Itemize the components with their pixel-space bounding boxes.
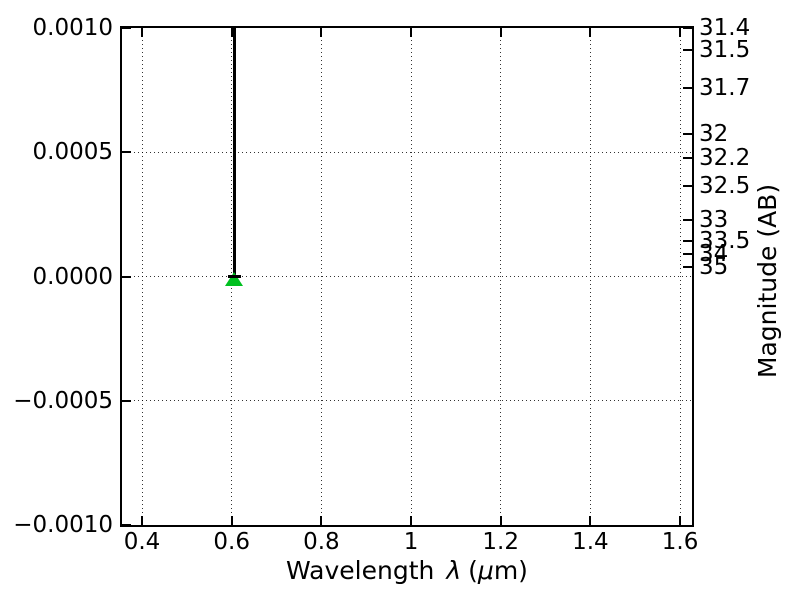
- error-bar-cap: [227, 275, 241, 278]
- x-tick: [410, 516, 413, 525]
- x-axis-label: Wavelength λ (μm): [207, 556, 607, 590]
- y-tick-label-left: 0.0005: [32, 139, 113, 166]
- magnitude-tick: [683, 239, 692, 242]
- magnitude-tick-label: 32: [699, 120, 729, 147]
- magnitude-tick: [683, 48, 692, 51]
- x-axis-unit-suffix: m): [493, 556, 528, 585]
- x-tick-top: [589, 28, 592, 37]
- x-tick-top: [679, 28, 682, 37]
- x-tick: [679, 516, 682, 525]
- magnitude-tick: [683, 252, 692, 255]
- x-tick-label: 0.8: [303, 529, 340, 555]
- magnitude-tick: [683, 156, 692, 159]
- magnitude-tick: [683, 266, 692, 269]
- x-tick-label: 1.2: [482, 529, 519, 555]
- x-tick-label: 0.4: [123, 529, 161, 555]
- magnitude-tick-label: 32.5: [699, 173, 751, 200]
- y-tick-label-left: 0.0010: [32, 15, 113, 41]
- magnitude-tick-label: 31.5: [699, 36, 751, 63]
- y-tick-label-left: −0.0010: [13, 512, 113, 538]
- magnitude-tick: [683, 86, 692, 89]
- magnitude-tick-label: 35: [699, 254, 729, 281]
- x-axis-label-text: Wavelength: [286, 556, 435, 585]
- x-tick: [320, 516, 323, 525]
- magnitude-tick-label: 31.4: [699, 15, 751, 41]
- x-tick-label: 0.6: [213, 529, 250, 555]
- x-tick: [589, 516, 592, 525]
- x-tick-top: [230, 28, 233, 37]
- magnitude-tick-label: 34: [699, 240, 729, 267]
- plot-area: [120, 26, 694, 527]
- gridline-horizontal: [122, 400, 692, 402]
- x-tick-label: 1.6: [661, 529, 699, 555]
- x-tick-top: [320, 28, 323, 37]
- x-tick: [499, 516, 502, 525]
- magnitude-tick: [683, 185, 692, 188]
- magnitude-tick: [683, 132, 692, 135]
- y-tick-label-left: −0.0005: [13, 387, 113, 414]
- y-tick-left: [122, 275, 131, 278]
- magnitude-tick-label: 33: [699, 206, 729, 233]
- magnitude-tick-label: 32.2: [699, 144, 751, 171]
- error-bar-upper: [232, 28, 236, 277]
- y-tick-left: [122, 524, 131, 526]
- lambda-symbol: λ: [446, 556, 462, 585]
- x-tick-label: 1: [403, 529, 419, 555]
- x-tick-label: 1.4: [572, 529, 609, 555]
- magnitude-tick: [683, 218, 692, 221]
- magnitude-tick-label: 33.5: [699, 227, 751, 254]
- x-tick-top: [410, 28, 413, 37]
- x-tick: [230, 516, 233, 525]
- open-paren: (: [468, 556, 478, 585]
- x-tick-top: [499, 28, 502, 37]
- y-tick-left: [122, 27, 131, 29]
- magnitude-tick: [683, 27, 692, 29]
- mu-symbol: μ: [477, 556, 494, 585]
- gridline-horizontal: [122, 151, 692, 153]
- y-tick-left: [122, 151, 131, 154]
- x-tick-top: [141, 28, 144, 37]
- y-tick-left: [122, 399, 131, 402]
- x-tick: [141, 516, 144, 525]
- y-tick-label-left: 0.0000: [32, 263, 113, 290]
- gridline-horizontal: [122, 276, 692, 277]
- magnitude-tick-label: 31.7: [699, 74, 751, 101]
